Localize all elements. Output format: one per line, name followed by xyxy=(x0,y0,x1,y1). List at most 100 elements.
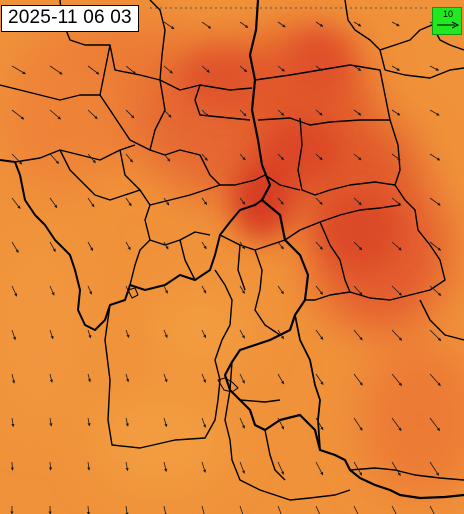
wind-arrow-icon xyxy=(429,285,442,296)
wind-arrow-icon xyxy=(315,285,324,295)
wind-arrow-icon xyxy=(125,153,133,163)
wind-arrow-icon xyxy=(429,461,440,476)
wind-arrow-icon xyxy=(315,197,323,205)
wind-arrow-icon xyxy=(49,241,56,252)
wind-arrow-icon xyxy=(277,373,285,385)
wind-arrow-icon xyxy=(125,65,137,75)
wind-arrow-icon xyxy=(87,461,91,471)
region-west-5 xyxy=(59,149,141,201)
wind-arrow-icon xyxy=(315,373,324,386)
wind-scale-value: 10 xyxy=(442,9,453,19)
wind-arrow-icon xyxy=(11,109,25,120)
wind-arrow-icon xyxy=(87,285,92,295)
wind-arrow-icon xyxy=(239,65,248,73)
wind-arrow-icon xyxy=(277,65,285,72)
wind-arrow-icon xyxy=(391,505,397,514)
wind-arrow-icon xyxy=(391,373,402,387)
wind-arrow-icon xyxy=(315,241,323,250)
wind-arrow-icon xyxy=(201,373,206,383)
wind-arrow-icon xyxy=(10,461,14,471)
wind-arrow-icon xyxy=(277,197,284,205)
region-ne-2 xyxy=(379,24,464,51)
wind-arrow-icon xyxy=(11,285,18,297)
wind-arrow-icon xyxy=(391,65,400,71)
wind-arrow-icon xyxy=(391,109,401,116)
region-west-9 xyxy=(129,239,151,286)
wind-arrow-icon xyxy=(353,329,363,341)
wind-arrow-icon xyxy=(201,197,208,206)
region-south-2 xyxy=(349,467,464,481)
region-west-2 xyxy=(0,84,100,101)
wind-arrow-icon xyxy=(125,373,130,383)
wind-arrow-icon xyxy=(49,329,54,340)
wind-arrow-icon xyxy=(353,109,362,116)
wind-arrow-icon xyxy=(87,329,92,339)
wind-arrow-icon xyxy=(201,461,207,473)
wind-arrows xyxy=(10,21,442,514)
wind-arrow-icon xyxy=(163,65,173,74)
wind-arrow-icon xyxy=(201,417,206,428)
wind-arrow-icon xyxy=(201,505,205,514)
field-peak xyxy=(180,30,400,270)
wind-arrow-icon xyxy=(353,65,362,71)
lake-shape xyxy=(217,377,239,393)
wind-arrow-icon xyxy=(391,285,402,296)
wind-arrow-icon xyxy=(315,417,324,431)
wind-arrow-icon xyxy=(239,373,245,384)
region-east-5 xyxy=(284,204,401,241)
wind-arrow-icon xyxy=(125,329,130,338)
wind-arrow-icon xyxy=(49,153,60,164)
wind-arrow-icon xyxy=(49,197,58,209)
wind-arrow-icon xyxy=(125,285,130,294)
wind-arrow-icon xyxy=(49,417,53,427)
wind-arrow-icon xyxy=(125,417,129,427)
region-east-1 xyxy=(254,64,446,301)
region-ne-1 xyxy=(344,0,386,71)
wind-arrow-icon xyxy=(163,241,169,250)
wind-arrow-icon xyxy=(49,65,63,75)
wind-arrow-icon xyxy=(239,153,246,161)
wind-arrow-icon xyxy=(86,505,91,514)
wind-arrow-icon xyxy=(353,417,363,431)
wind-arrow-icon xyxy=(353,285,363,296)
wind-arrow-icon xyxy=(125,109,135,119)
wind-arrow-icon xyxy=(49,109,61,120)
wind-arrow-icon xyxy=(239,285,245,294)
wind-arrow-icon xyxy=(163,109,172,118)
wind-arrow-icon xyxy=(11,197,21,209)
wind-arrow-icon xyxy=(239,417,245,429)
wind-arrow-icon xyxy=(201,65,210,73)
region-ne-3 xyxy=(384,67,464,79)
region-south-3 xyxy=(264,429,286,481)
region-central-3 xyxy=(237,244,246,291)
wind-arrow-icon xyxy=(239,241,246,250)
wind-arrow-icon xyxy=(163,373,168,383)
wind-arrow-icon xyxy=(391,241,402,251)
wind-arrow-icon xyxy=(315,21,324,27)
wind-arrow-icon xyxy=(201,241,207,250)
wind-arrow-icon xyxy=(125,241,131,251)
wind-arrow-icon xyxy=(391,417,402,432)
region-west-8 xyxy=(179,239,196,281)
wind-arrow-icon xyxy=(277,153,284,161)
wind-arrow-icon xyxy=(87,417,91,427)
wind-arrow-icon xyxy=(353,505,359,514)
wind-arrow-icon xyxy=(11,241,19,253)
wind-arrow-icon xyxy=(391,21,400,27)
region-north-3 xyxy=(149,79,266,186)
wind-arrow-icon xyxy=(201,109,209,117)
wind-arrow-icon xyxy=(11,329,16,341)
wind-arrow-icon xyxy=(163,461,168,473)
wind-arrow-icon xyxy=(277,329,284,340)
wind-arrow-icon xyxy=(429,153,441,161)
wind-arrow-icon xyxy=(87,153,96,164)
wind-arrow-icon xyxy=(87,241,94,251)
wind-arrow-icon xyxy=(49,373,53,383)
region-east-4 xyxy=(264,174,301,191)
wind-arrow-icon xyxy=(11,153,23,165)
wind-arrow-icon xyxy=(87,65,100,75)
wind-arrow-icon xyxy=(391,329,403,341)
wind-arrow-icon xyxy=(277,109,285,116)
wind-arrow-icon xyxy=(201,285,207,294)
